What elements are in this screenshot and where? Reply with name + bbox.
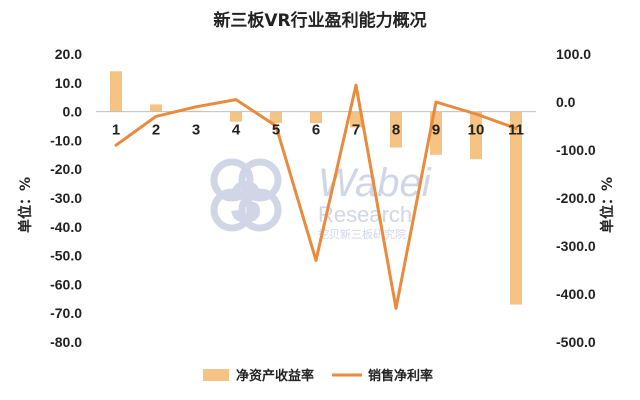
category-label: 10: [468, 122, 485, 139]
watermark-line2: Research: [318, 202, 412, 227]
category-label: 2: [152, 122, 160, 139]
bar: [230, 111, 242, 122]
category-label: 5: [272, 122, 280, 139]
category-label: 4: [232, 122, 241, 139]
bar: [470, 111, 482, 160]
category-label: 8: [392, 122, 400, 139]
left-tick-label: -70.0: [50, 305, 82, 321]
left-tick-label: -50.0: [50, 248, 82, 264]
category-label: 1: [112, 122, 120, 139]
right-tick-label: -500.0: [556, 334, 596, 350]
right-tick-label: -400.0: [556, 286, 596, 302]
right-tick-label: -100.0: [556, 142, 596, 158]
right-tick-label: 100.0: [556, 46, 591, 62]
left-tick-label: 0.0: [63, 104, 83, 120]
category-labels: 1 2 3 4 5 6 7 8 9 10 11: [112, 122, 524, 139]
left-tick-label: 10.0: [55, 75, 82, 91]
right-axis-ticks: 100.0 0.0 -100.0 -200.0 -300.0 -400.0 -500.0: [556, 46, 596, 350]
left-tick-label: -10.0: [50, 132, 82, 148]
left-tick-label: -20.0: [50, 161, 82, 177]
watermark-line3: 挖贝新三板研究院: [318, 227, 406, 241]
line-series: [114, 83, 518, 310]
legend-line-label: 销售净利率: [368, 368, 433, 384]
left-tick-label: -60.0: [50, 276, 82, 292]
right-tick-label: 0.0: [556, 94, 576, 110]
bar: [310, 111, 322, 124]
category-label: 9: [432, 122, 440, 139]
bar: [270, 111, 282, 124]
legend: 净资产收益率 销售净利率: [203, 368, 433, 384]
bar: [390, 111, 402, 148]
left-tick-label: -80.0: [50, 334, 82, 350]
right-tick-label: -200.0: [556, 190, 596, 206]
category-label: 6: [312, 122, 320, 139]
right-axis-title: 单位：%: [599, 177, 616, 233]
left-tick-label: -30.0: [50, 190, 82, 206]
legend-bar-swatch: [203, 369, 229, 381]
line-path: [114, 83, 518, 310]
watermark-cloud-icon: [210, 158, 282, 232]
left-tick-label: -40.0: [50, 219, 82, 235]
legend-bar-label: 净资产收益率: [236, 368, 314, 384]
left-axis-title: 单位：%: [17, 177, 34, 233]
chart-title: 新三板VR行业盈利能力概况: [213, 10, 426, 31]
left-axis-ticks: 20.0 10.0 0.0 -10.0 -20.0 -30.0 -40.0 -50.0 -60.…: [50, 46, 82, 350]
bar: [150, 104, 162, 112]
bar-series: [110, 71, 522, 305]
bar: [510, 111, 522, 305]
category-label: 7: [352, 122, 360, 139]
bar: [350, 111, 362, 128]
right-tick-label: -300.0: [556, 238, 596, 254]
left-tick-label: 20.0: [55, 46, 82, 62]
watermark-glyph: 3: [230, 170, 262, 235]
category-label: 11: [508, 122, 524, 139]
bar: [110, 71, 122, 112]
category-label: 3: [192, 122, 200, 139]
